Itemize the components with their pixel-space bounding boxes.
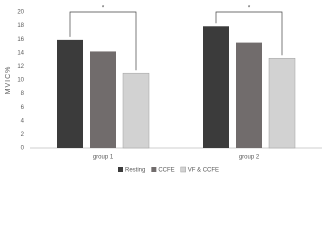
legend-swatch	[118, 167, 123, 172]
legend-label: Resting	[125, 168, 145, 174]
legend-swatch	[151, 167, 157, 172]
x-tick-label: group 1	[93, 155, 114, 161]
bar	[203, 26, 229, 149]
y-tick-label: 20	[17, 10, 24, 16]
bar	[57, 39, 83, 148]
bar	[90, 51, 116, 148]
annotation: *	[102, 6, 105, 12]
significance-bracket	[215, 11, 283, 56]
bar	[236, 42, 262, 148]
legend-label: CCFE	[158, 168, 174, 174]
annotation: *	[248, 6, 251, 12]
y-tick-label: 16	[17, 37, 24, 43]
legend-label: VF & CCFE	[188, 168, 219, 174]
chart: MVIC% 0 2 4 6 8 10 12 14 16 18 20 group 1 * group 2 * R…	[5, 6, 322, 174]
y-tick-label: 0	[21, 146, 25, 152]
y-axis-label: MVIC%	[5, 66, 12, 95]
bar	[268, 57, 296, 149]
legend-swatch	[180, 166, 186, 173]
y-tick-label: 18	[17, 23, 24, 29]
bar	[122, 72, 150, 149]
y-tick-label: 14	[17, 50, 24, 56]
y-tick-label: 10	[17, 78, 24, 84]
significance-bracket	[69, 11, 137, 71]
y-tick-label: 4	[21, 118, 25, 124]
y-tick-label: 2	[21, 132, 25, 138]
y-tick-label: 6	[21, 105, 25, 111]
y-tick-label: 8	[21, 91, 25, 97]
x-tick-label: group 2	[239, 155, 260, 161]
y-tick-label: 12	[17, 64, 24, 70]
